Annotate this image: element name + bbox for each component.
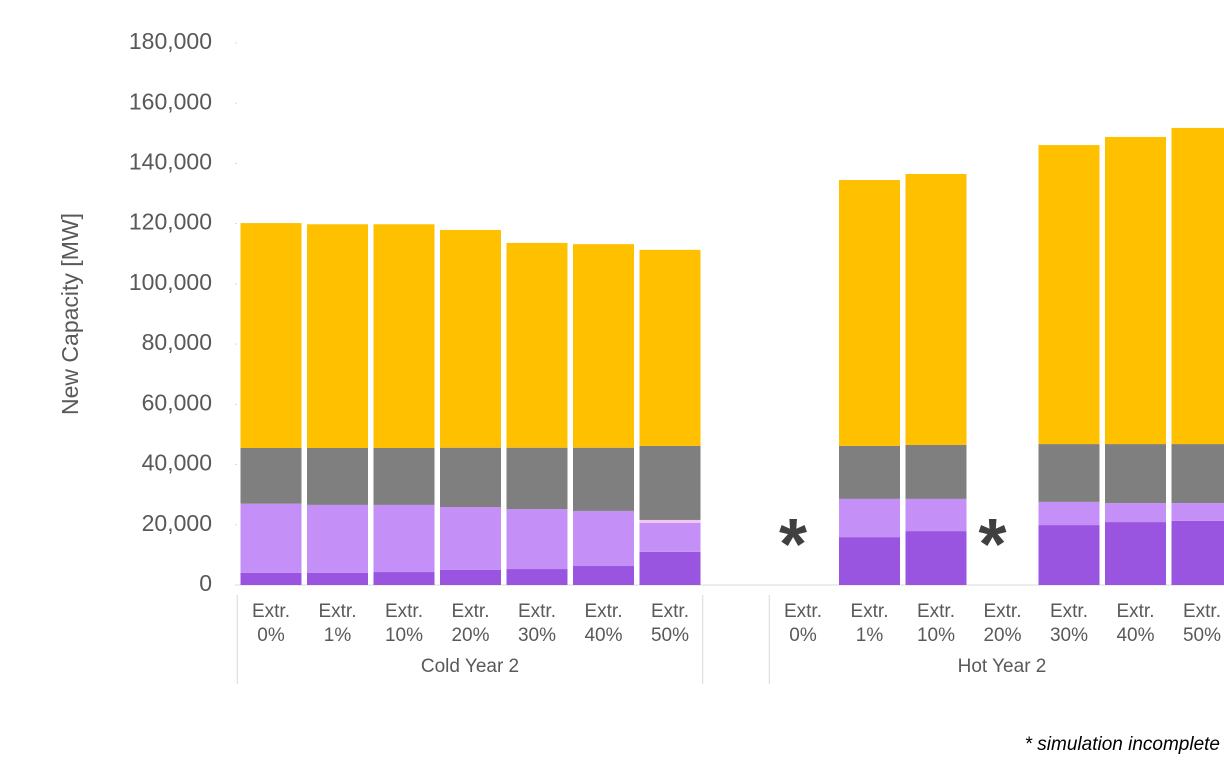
x-tick-label: Extr. 1% [850,601,889,646]
bar-segment [905,531,967,585]
incomplete-marker: * [779,505,807,585]
y-tick-label: 140,000 [129,149,212,175]
bar-segment [1105,522,1166,585]
bar-segment [440,229,501,448]
y-tick-label: 80,000 [142,329,212,355]
bar-segment [1171,127,1224,445]
bar-segment [1038,145,1100,445]
bar-segment [440,507,501,570]
bar-segment [839,180,900,446]
bar-segment [573,447,634,511]
y-tick-label: 0 [199,570,212,596]
bar-segment [639,249,701,446]
y-tick-label: 120,000 [129,209,212,235]
bar-segment [240,223,302,448]
x-tick-label: Extr. 0% [251,601,290,646]
bar-segment [307,504,368,573]
x-tick-label: Extr. 30% [1049,601,1089,646]
bar-segment [1171,444,1224,504]
x-tick-label: Extr. 20% [451,601,490,646]
y-tick-label: 100,000 [129,269,212,295]
bar-segment [373,224,435,448]
x-tick-label: Extr. 10% [384,601,424,646]
bar-segment [307,447,368,505]
bar-segment [440,447,501,508]
bar-segment [839,537,900,585]
bar-segment [639,519,701,523]
bar-segment [506,569,568,585]
bar-segment [639,551,701,585]
bar-segment [839,445,900,499]
bar-segment [440,569,501,585]
bar-segment [1105,136,1166,445]
bar-segment [1105,444,1166,504]
x-tick-label: Extr. 1% [318,601,357,646]
y-tick-label: 160,000 [129,88,212,114]
bar-segment [307,572,368,585]
bar-segment [1105,503,1166,523]
bar-segment [1171,520,1224,585]
bar-segment [373,572,435,585]
bar-segment [506,509,568,570]
incomplete-marker: * [978,505,1006,585]
x-tick-label: Extr. 40% [584,601,623,646]
bar-segment [639,522,701,552]
x-tick-label: Extr. 10% [916,601,956,646]
bar-segment [307,224,368,448]
bar-segment [373,447,435,505]
bar-segment [573,244,634,448]
bar-segment [506,447,568,510]
bar-segment [839,498,900,538]
bar-segment [639,445,701,520]
bar-segment [1038,501,1100,526]
x-tick-label: Extr. 40% [1116,601,1155,646]
bar-segment [240,503,302,573]
bar-segment [373,504,435,573]
bar-segment [1038,525,1100,585]
x-tick-label: Extr. 0% [783,601,822,646]
bar-segment [905,498,967,532]
bar-segment [506,242,568,448]
bar-segment [1038,444,1100,502]
bar-segment [240,447,302,504]
x-tick-label: Extr. 30% [517,601,557,646]
bar-segment [240,572,302,585]
bar-segment [573,510,634,567]
group-label: Cold Year 2 [421,656,519,677]
y-tick-label: 40,000 [142,450,212,476]
bar-segment [1171,503,1224,521]
footnote: * simulation incomplete [1025,734,1220,755]
y-axis-title: New Capacity [MW] [57,213,83,415]
y-tick-label: 60,000 [142,389,212,415]
y-tick-label: 180,000 [129,28,212,54]
bar-segment [573,566,634,585]
bar-segment [905,444,967,499]
x-tick-label: Extr. 20% [983,601,1022,646]
group-label: Hot Year 2 [958,656,1047,677]
y-tick-label: 20,000 [142,510,212,536]
x-tick-label: Extr. 50% [650,601,690,646]
x-tick-label: Extr. 50% [1182,601,1222,646]
bar-segment [905,173,967,445]
